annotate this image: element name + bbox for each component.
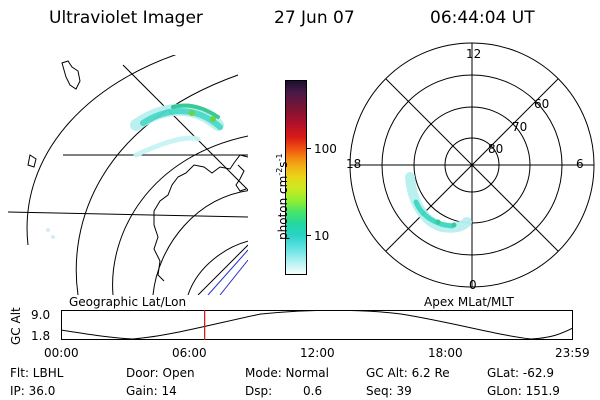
info-gcalt: GC Alt: 6.2 Re — [366, 366, 450, 380]
meridian — [122, 64, 248, 191]
info-door: Door: Open — [126, 366, 195, 380]
info-flt: Flt: LBHL — [10, 366, 64, 380]
coastline-continent — [153, 154, 248, 282]
info-ip: IP: 36.0 — [10, 384, 56, 398]
info-seq: Seq: 39 — [366, 384, 412, 398]
polar-plot — [349, 42, 595, 288]
info-dsp-value: 0.6 — [303, 384, 323, 398]
lat-label-60: 60 — [534, 97, 550, 111]
y-tick-9: 9.0 — [31, 308, 51, 322]
coastline-peninsula — [235, 164, 247, 192]
colorbar-tick-100: 100 — [314, 142, 337, 156]
colorbar-label: photon cm-2s-1 — [275, 153, 290, 240]
info-gain: Gain: 14 — [126, 384, 177, 398]
x-tick-0000: 00:00 — [44, 346, 79, 360]
colorbar-tick-10: 10 — [314, 229, 330, 243]
info-glat: GLat: -62.9 — [487, 366, 554, 380]
timeline-axis-label: GC Alt — [9, 307, 23, 345]
timeline-chart — [61, 310, 573, 340]
x-tick-0600: 06:00 — [172, 346, 207, 360]
info-mode: Mode: Normal — [245, 366, 329, 380]
info-dsp-label: Dsp: — [245, 384, 273, 398]
geographic-map — [8, 55, 248, 295]
meridian — [197, 244, 248, 295]
lat-circle — [152, 190, 248, 295]
date: 27 Jun 07 — [274, 8, 355, 28]
mlt-label-0: 0 — [469, 278, 477, 292]
info-glon: GLon: 151.9 — [487, 384, 560, 398]
coastline-island — [61, 60, 81, 90]
x-tick-2359: 23:59 — [555, 346, 590, 360]
mlt-label-18: 18 — [346, 157, 362, 171]
y-tick-1.8: 1.8 — [31, 329, 51, 343]
x-tick-1200: 12:00 — [300, 346, 335, 360]
mlt-label-12: 12 — [466, 47, 482, 61]
aurora-emission — [46, 103, 224, 239]
coastline-small — [27, 154, 37, 168]
meridian — [8, 211, 248, 218]
altitude-curve — [61, 310, 573, 340]
title: Ultraviolet Imager — [49, 8, 203, 28]
x-tick-1800: 18:00 — [428, 346, 463, 360]
lat-circle — [75, 74, 239, 295]
geo-caption: Geographic Lat/Lon — [69, 295, 187, 309]
polar-caption: Apex MLat/MLT — [424, 295, 514, 309]
lat-circle-outer — [26, 55, 177, 246]
lat-circle — [187, 240, 248, 295]
colorbar — [285, 80, 307, 275]
time: 06:44:04 UT — [430, 8, 535, 28]
lat-label-80: 80 — [488, 142, 504, 156]
polar-aurora — [405, 172, 472, 233]
lat-label-70: 70 — [512, 120, 528, 134]
mlt-label-6: 6 — [576, 157, 584, 171]
lat-circle — [112, 135, 248, 295]
